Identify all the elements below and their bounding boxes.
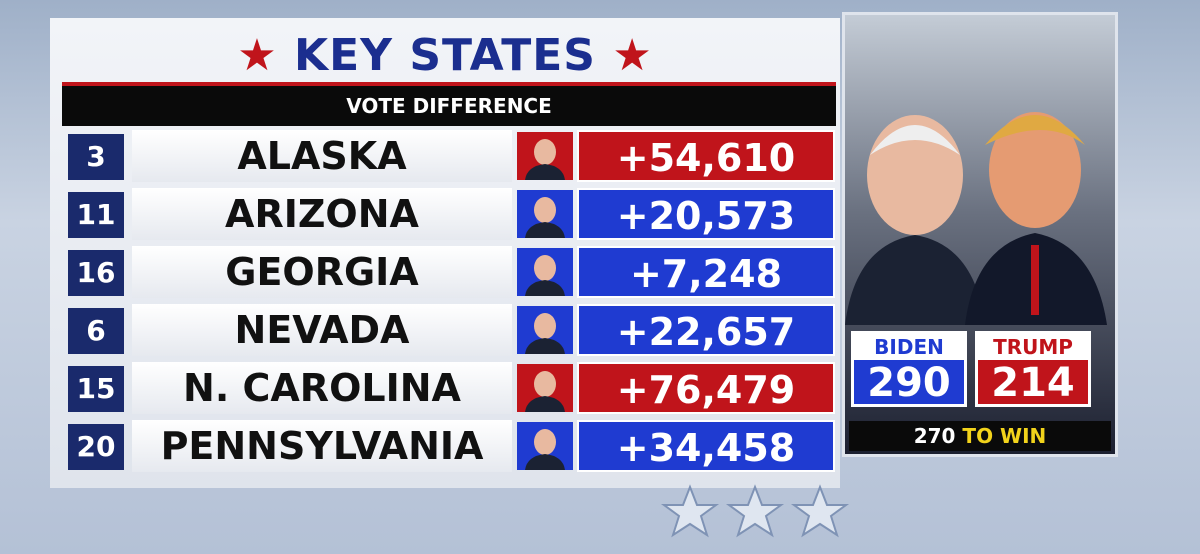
portrait-icon: [525, 197, 565, 238]
state-name: GEORGIA: [132, 246, 512, 298]
electoral-votes: 16: [68, 250, 124, 296]
decor-stars: [660, 484, 850, 538]
leader-portrait: [517, 306, 573, 354]
portrait-icon: [525, 255, 565, 296]
table-row: 20 PENNSYLVANIA +34,458: [62, 420, 838, 472]
leader-portrait: [517, 422, 573, 470]
candidate-votes: 214: [991, 360, 1075, 406]
key-states-panel: ★ KEY STATES ★ VOTE DIFFERENCE 3 ALASKA +5…: [50, 18, 840, 488]
state-name: N. CAROLINA: [132, 362, 512, 414]
leader-portrait: [517, 248, 573, 296]
subtitle-bar: VOTE DIFFERENCE: [62, 82, 836, 126]
electoral-votes: 20: [68, 424, 124, 470]
electoral-votes: 11: [68, 192, 124, 238]
portrait-icon: [525, 371, 565, 412]
vote-margin: +22,657: [577, 304, 835, 356]
vote-margin: +34,458: [577, 420, 835, 472]
candidate-name: TRUMP: [978, 334, 1088, 360]
star: ★: [596, 30, 653, 81]
table-row: 16 GEORGIA +7,248: [62, 246, 838, 298]
candidate-box: TRUMP 214: [975, 331, 1091, 407]
electoral-votes: 15: [68, 366, 124, 412]
vote-margin: +76,479: [577, 362, 835, 414]
state-name: PENNSYLVANIA: [132, 420, 512, 472]
threshold-label: TO WIN: [962, 424, 1047, 448]
table-row: 6 NEVADA +22,657: [62, 304, 838, 356]
portrait-icon: [525, 139, 565, 180]
state-name: ALASKA: [132, 130, 512, 182]
vote-margin: +7,248: [577, 246, 835, 298]
candidate-photo: [845, 112, 1107, 325]
candidate-name: BIDEN: [854, 334, 964, 360]
star: ★: [237, 30, 294, 81]
electoral-votes: 3: [68, 134, 124, 180]
portrait-icon: [525, 429, 565, 470]
leader-portrait: [517, 364, 573, 412]
table-row: 11 ARIZONA +20,573: [62, 188, 838, 240]
table-row: 3 ALASKA +54,610: [62, 130, 838, 182]
threshold-bar: 270 TO WIN: [849, 421, 1111, 451]
leader-portrait: [517, 190, 573, 238]
leader-portrait: [517, 132, 573, 180]
title: ★ KEY STATES ★: [50, 30, 840, 81]
portrait-icon: [525, 313, 565, 354]
tally-panel: BIDEN 290 TRUMP 214 270 TO WIN: [842, 12, 1118, 457]
candidate-votes: 290: [867, 360, 951, 406]
state-name: ARIZONA: [132, 188, 512, 240]
state-name: NEVADA: [132, 304, 512, 356]
title-text: KEY STATES: [293, 30, 596, 81]
vote-margin: +20,573: [577, 188, 835, 240]
vote-margin: +54,610: [577, 130, 835, 182]
table-row: 15 N. CAROLINA +76,479: [62, 362, 838, 414]
electoral-votes: 6: [68, 308, 124, 354]
subtitle: VOTE DIFFERENCE: [346, 94, 552, 118]
candidate-box: BIDEN 290: [851, 331, 967, 407]
threshold: 270: [913, 424, 956, 448]
